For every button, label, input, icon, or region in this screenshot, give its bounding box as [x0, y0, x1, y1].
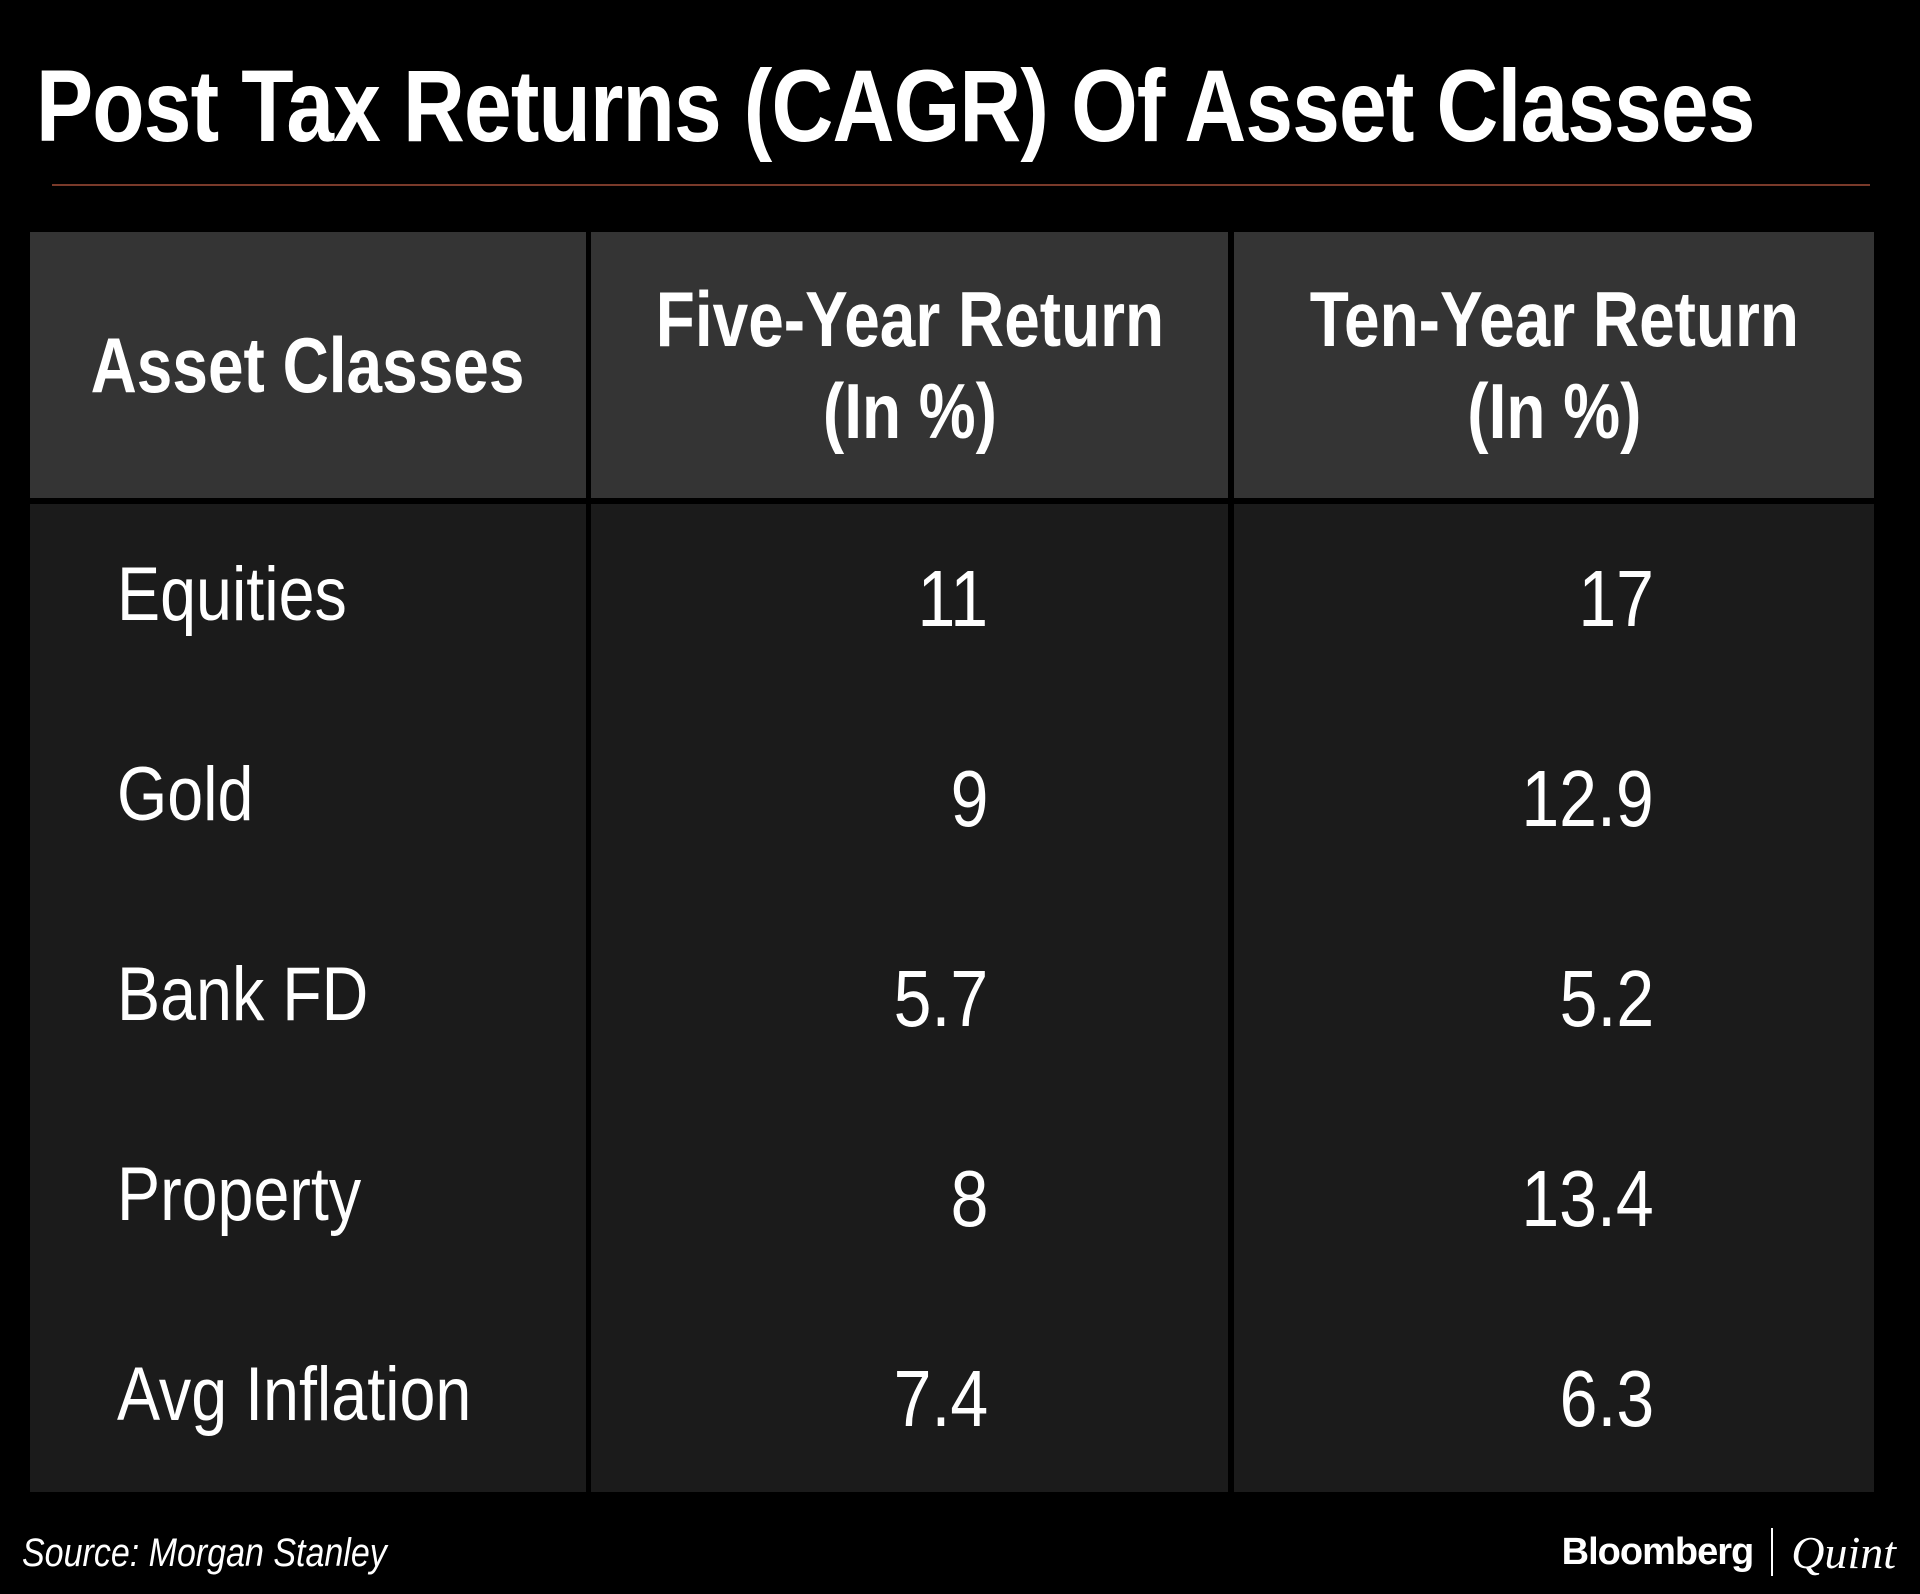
source-note: Source: Morgan Stanley	[22, 1531, 387, 1575]
header-five-year-return-label: Five-Year Return (In %)	[655, 275, 1164, 455]
ten-year-value-gold: 12.9	[1521, 754, 1654, 843]
brand-logo: Bloomberg Quint	[1562, 1524, 1896, 1580]
ten-year-value-bank-fd: 5.2	[1559, 954, 1654, 1043]
ten-year-value-property: 13.4	[1521, 1154, 1654, 1243]
brand-secondary: Quint	[1791, 1526, 1896, 1578]
title-divider	[52, 184, 1870, 186]
header-five-year-return: Five-Year Return (In %)	[591, 232, 1228, 498]
header-ten-year-return-label: Ten-Year Return (In %)	[1309, 275, 1799, 455]
header-asset-classes-label: Asset Classes	[91, 321, 525, 409]
body-column-ten-year	[1234, 504, 1874, 1492]
body-column-asset-classes	[30, 504, 586, 1492]
chart-title: Post Tax Returns (CAGR) Of Asset Classes	[36, 49, 1755, 163]
returns-table: Asset Classes Five-Year Return (In %) Te…	[30, 232, 1874, 1492]
five-year-value-avg-inflation: 7.4	[893, 1354, 988, 1443]
brand-primary: Bloomberg	[1561, 1530, 1755, 1573]
row-label-equities: Equities	[117, 552, 347, 637]
row-label-property: Property	[117, 1152, 362, 1237]
body-column-five-year	[591, 504, 1228, 1492]
five-year-value-gold: 9	[950, 754, 988, 843]
five-year-value-bank-fd: 5.7	[893, 954, 988, 1043]
ten-year-value-equities: 17	[1578, 554, 1654, 643]
brand-separator	[1771, 1528, 1774, 1576]
five-year-value-property: 8	[950, 1154, 988, 1243]
header-asset-classes: Asset Classes	[30, 232, 586, 498]
five-year-value-equities: 11	[917, 554, 988, 643]
row-label-avg-inflation: Avg Inflation	[117, 1352, 472, 1437]
row-label-gold: Gold	[117, 752, 254, 837]
header-ten-year-return: Ten-Year Return (In %)	[1234, 232, 1874, 498]
ten-year-value-avg-inflation: 6.3	[1559, 1354, 1654, 1443]
row-label-bank-fd: Bank FD	[117, 952, 369, 1037]
